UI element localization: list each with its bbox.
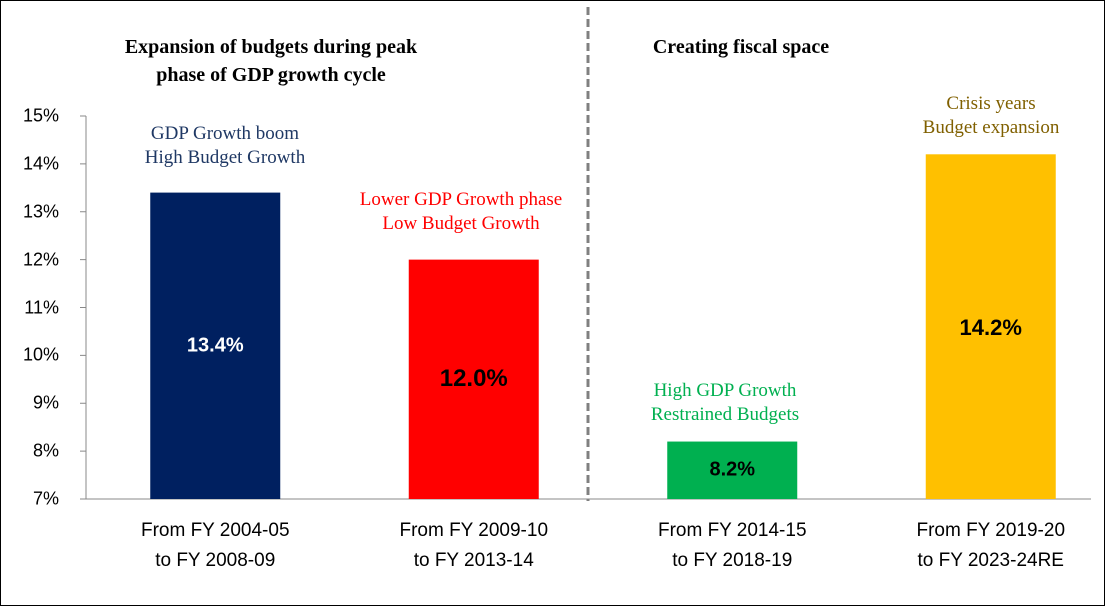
- bar: [150, 192, 281, 499]
- x-tick-label: From FY 2009-10 to FY 2013-14: [399, 520, 549, 571]
- y-tick-label: 7%: [32, 488, 59, 509]
- annotation: High GDP Growth Restrained Budgets: [650, 380, 800, 425]
- bar: [925, 154, 1056, 500]
- annotation: GDP Growth boom High Budget Growth: [144, 123, 306, 168]
- y-tick-label: 12%: [22, 249, 59, 270]
- annotation: Lower GDP Growth phase Low Budget Growth: [359, 189, 563, 234]
- section-title: Creating fiscal space: [652, 36, 830, 58]
- x-tick-label: From FY 2004-05 to FY 2008-09: [140, 520, 290, 571]
- section-title: Expansion of budgets during peak phase o…: [124, 36, 418, 86]
- value-label: 8.2%: [709, 458, 756, 481]
- y-tick-label: 8%: [32, 440, 59, 461]
- annotation: Crisis years Budget expansion: [922, 93, 1060, 138]
- bar: [667, 441, 798, 499]
- y-tick-label: 11%: [24, 297, 59, 317]
- value-label: 13.4%: [186, 334, 244, 357]
- bar: [408, 259, 539, 499]
- x-tick-label: From FY 2019-20 to FY 2023-24RE: [916, 520, 1066, 571]
- y-tick-label: 9%: [32, 392, 59, 413]
- y-tick-label: 14%: [22, 153, 59, 174]
- value-label: 14.2%: [959, 315, 1022, 340]
- x-tick-label: From FY 2014-15 to FY 2018-19: [657, 520, 807, 571]
- y-tick-label: 15%: [22, 105, 59, 126]
- y-tick-label: 13%: [22, 201, 59, 222]
- value-label: 12.0%: [439, 365, 508, 392]
- y-tick-label: 10%: [22, 344, 59, 365]
